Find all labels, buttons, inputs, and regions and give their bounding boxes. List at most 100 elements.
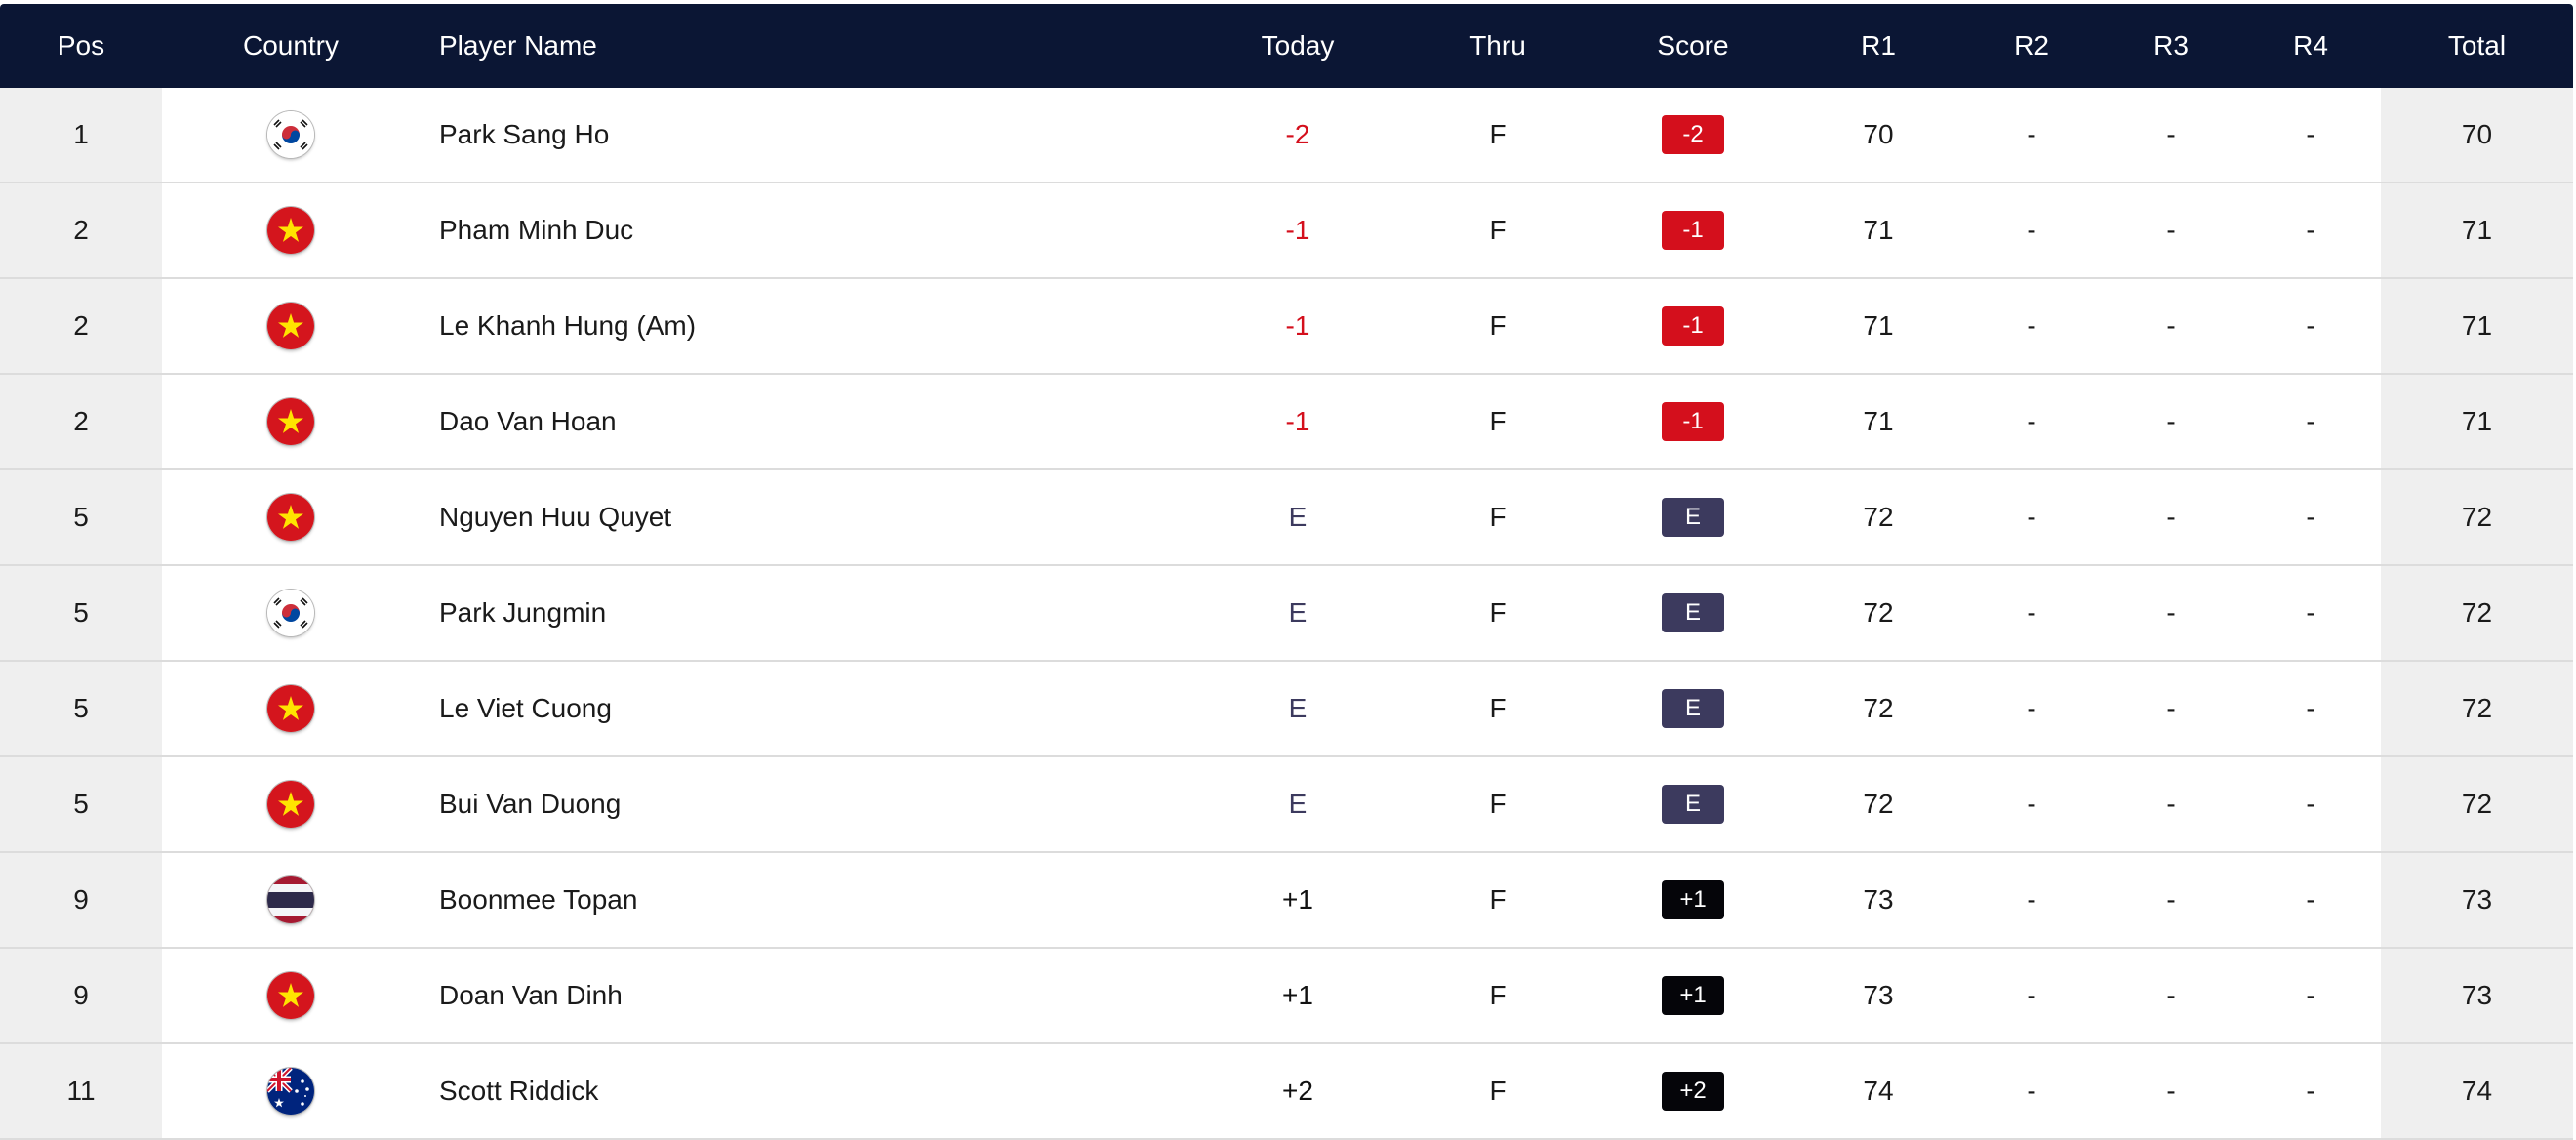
score-badge: -2 bbox=[1662, 115, 1724, 154]
australia-flag-icon bbox=[267, 1068, 314, 1115]
country-cell bbox=[162, 279, 420, 373]
today-score: E bbox=[1288, 693, 1308, 723]
header-r1[interactable]: R1 bbox=[1861, 30, 1896, 61]
position-cell: 5 bbox=[0, 566, 162, 660]
round-2-score: - bbox=[2027, 406, 2036, 436]
round-3-score: - bbox=[2166, 310, 2176, 341]
score-cell: +1 bbox=[1595, 949, 1791, 1042]
header-thru[interactable]: Thru bbox=[1469, 30, 1526, 61]
table-row[interactable]: 5 Park Jungmin E F E 72 - - - 72 bbox=[0, 566, 2573, 662]
total-score: 72 bbox=[2381, 470, 2573, 564]
country-cell bbox=[162, 662, 420, 755]
thru-cell: F bbox=[1489, 406, 1507, 436]
header-r2[interactable]: R2 bbox=[2014, 30, 2049, 61]
round-1-score: 73 bbox=[1863, 884, 1894, 915]
player-name[interactable]: Le Viet Cuong bbox=[439, 693, 612, 723]
player-name[interactable]: Scott Riddick bbox=[439, 1076, 599, 1106]
player-name[interactable]: Bui Van Duong bbox=[439, 789, 622, 819]
round-1-score: 72 bbox=[1863, 693, 1894, 723]
table-row[interactable]: 9 Boonmee Topan +1 F +1 73 - - - 73 bbox=[0, 853, 2573, 949]
total-score: 71 bbox=[2381, 279, 2573, 373]
position-cell: 2 bbox=[0, 279, 162, 373]
table-row[interactable]: 2 Pham Minh Duc -1 F -1 71 - - - 71 bbox=[0, 183, 2573, 279]
today-score: -1 bbox=[1285, 310, 1310, 341]
thru-cell: F bbox=[1489, 980, 1507, 1010]
header-score[interactable]: Score bbox=[1657, 30, 1729, 61]
today-score: E bbox=[1288, 789, 1308, 819]
header-pos[interactable]: Pos bbox=[57, 30, 105, 61]
table-row[interactable]: 2 Dao Van Hoan -1 F -1 71 - - - 71 bbox=[0, 375, 2573, 470]
header-r4[interactable]: R4 bbox=[2293, 30, 2328, 61]
header-today[interactable]: Today bbox=[1261, 30, 1335, 61]
total-score: 72 bbox=[2381, 566, 2573, 660]
leaderboard-header: Pos Country Player Name Today Thru Score… bbox=[0, 4, 2573, 88]
country-cell bbox=[162, 183, 420, 277]
vietnam-flag-icon bbox=[267, 398, 314, 445]
round-3-score: - bbox=[2166, 406, 2176, 436]
round-1-score: 72 bbox=[1863, 597, 1894, 628]
thru-cell: F bbox=[1489, 310, 1507, 341]
player-name[interactable]: Nguyen Huu Quyet bbox=[439, 502, 672, 532]
round-3-score: - bbox=[2166, 693, 2176, 723]
player-name[interactable]: Boonmee Topan bbox=[439, 884, 638, 915]
round-4-score: - bbox=[2306, 980, 2315, 1010]
today-score: +2 bbox=[1282, 1076, 1313, 1106]
table-row[interactable]: 11 Scott Riddick +2 F +2 74- - -74 bbox=[0, 1044, 2573, 1140]
round-3-score: - bbox=[2166, 502, 2176, 532]
thru-cell: F bbox=[1489, 789, 1507, 819]
header-r3[interactable]: R3 bbox=[2153, 30, 2189, 61]
country-cell bbox=[162, 757, 420, 851]
vietnam-flag-icon bbox=[267, 207, 314, 254]
round-3-score: - bbox=[2166, 215, 2176, 245]
leaderboard-table: Pos Country Player Name Today Thru Score… bbox=[0, 4, 2573, 1140]
player-name[interactable]: Pham Minh Duc bbox=[439, 215, 634, 245]
round-2-score: - bbox=[2027, 310, 2036, 341]
position-cell: 5 bbox=[0, 662, 162, 755]
country-cell bbox=[162, 470, 420, 564]
country-cell bbox=[162, 88, 420, 182]
vietnam-flag-icon bbox=[267, 685, 314, 732]
total-score: 73 bbox=[2381, 949, 2573, 1042]
score-badge: +1 bbox=[1662, 976, 1724, 1015]
header-total[interactable]: Total bbox=[2447, 30, 2507, 61]
score-cell: -1 bbox=[1595, 183, 1791, 277]
position-cell: 11 bbox=[0, 1044, 162, 1138]
round-3-score: - bbox=[2166, 980, 2176, 1010]
table-row[interactable]: 1 Park Sang Ho -2 F -2 70 - - - 70 bbox=[0, 88, 2573, 183]
today-score: +1 bbox=[1282, 980, 1313, 1010]
score-badge: E bbox=[1662, 785, 1724, 824]
today-score: E bbox=[1288, 597, 1308, 628]
thru-cell: F bbox=[1489, 502, 1507, 532]
round-1-score: 71 bbox=[1863, 406, 1894, 436]
round-1-score: 71 bbox=[1863, 215, 1894, 245]
position-cell: 5 bbox=[0, 470, 162, 564]
round-2-score: - bbox=[2027, 502, 2036, 532]
score-cell: +1 bbox=[1595, 853, 1791, 947]
position-cell: 9 bbox=[0, 853, 162, 947]
today-score: -2 bbox=[1285, 119, 1310, 149]
table-row[interactable]: 5 Bui Van Duong E F E 72 - - - 72 bbox=[0, 757, 2573, 853]
total-score: 73 bbox=[2381, 853, 2573, 947]
header-country[interactable]: Country bbox=[242, 30, 340, 61]
table-row[interactable]: 2 Le Khanh Hung (Am) -1 F -1 71 - - - 71 bbox=[0, 279, 2573, 375]
table-row[interactable]: 9 Doan Van Dinh +1 F +1 73 - - - 73 bbox=[0, 949, 2573, 1044]
player-name[interactable]: Le Khanh Hung (Am) bbox=[439, 310, 697, 341]
country-cell bbox=[162, 375, 420, 468]
player-name[interactable]: Park Jungmin bbox=[439, 597, 607, 628]
score-badge: -1 bbox=[1662, 211, 1724, 250]
player-name[interactable]: Park Sang Ho bbox=[439, 119, 610, 149]
today-score: +1 bbox=[1282, 884, 1313, 915]
player-name[interactable]: Doan Van Dinh bbox=[439, 980, 623, 1010]
score-cell: E bbox=[1595, 662, 1791, 755]
score-cell: +2 bbox=[1595, 1044, 1791, 1138]
round-2-score: - bbox=[2027, 215, 2036, 245]
table-row[interactable]: 5 Le Viet Cuong E F E 72 - - - 72 bbox=[0, 662, 2573, 757]
round-4-score: - bbox=[2306, 502, 2315, 532]
table-row[interactable]: 5 Nguyen Huu Quyet E F E 72 - - - 72 bbox=[0, 470, 2573, 566]
round-2-score: - bbox=[2027, 119, 2036, 149]
score-cell: -1 bbox=[1595, 279, 1791, 373]
player-name[interactable]: Dao Van Hoan bbox=[439, 406, 617, 436]
thru-cell: F bbox=[1489, 884, 1507, 915]
round-4-score: - bbox=[2306, 597, 2315, 628]
header-player-name[interactable]: Player Name bbox=[439, 30, 597, 61]
